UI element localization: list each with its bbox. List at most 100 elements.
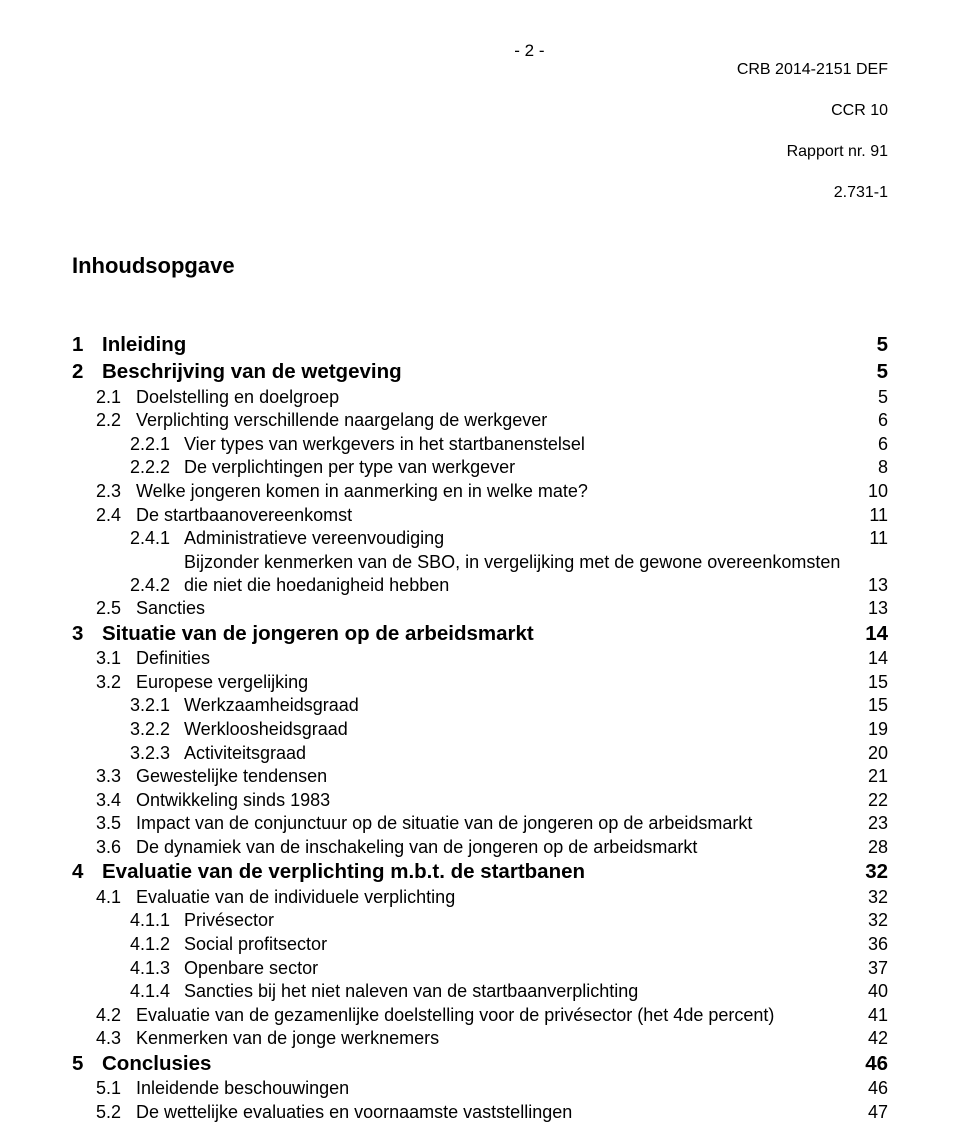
toc-entry-title: Activiteitsgraad (184, 742, 306, 765)
toc-entry-page: 19 (864, 718, 888, 741)
toc-entry-title: Europese vergelijking (136, 671, 308, 694)
toc-entry-page: 5 (864, 332, 888, 358)
toc-entry: 1Inleiding5 (72, 332, 888, 358)
toc-entry-title: Verplichting verschillende naargelang de… (136, 409, 547, 432)
toc-entry-number: 3.1 (96, 647, 136, 670)
toc-entry-page: 40 (864, 980, 888, 1003)
toc-entry-title: Bijzonder kenmerken van de SBO, in verge… (184, 551, 858, 597)
toc-entry-number: 3.2.2 (130, 718, 184, 741)
toc-entry-number: 4.1.4 (130, 980, 184, 1003)
toc-entry: 4.1.2Social profitsector 36 (72, 933, 888, 956)
toc-entry-page: 14 (864, 621, 888, 647)
toc-entry-title: De wettelijke evaluaties en voornaamste … (136, 1101, 572, 1124)
toc-entry: 3.6De dynamiek van de inschakeling van d… (72, 836, 888, 859)
toc-entry-page: 8 (864, 456, 888, 479)
toc-entry-title: Conclusies (102, 1051, 211, 1077)
table-of-contents: 1Inleiding52Beschrijving van de wetgevin… (72, 332, 888, 1124)
toc-entry-page: 20 (864, 742, 888, 765)
toc-entry-title: De dynamiek van de inschakeling van de j… (136, 836, 697, 859)
toc-entry-title: Werkloosheidsgraad (184, 718, 348, 741)
toc-entry-title: Privésector (184, 909, 274, 932)
toc-entry-title: Welke jongeren komen in aanmerking en in… (136, 480, 588, 503)
toc-entry-number: 3 (72, 621, 102, 647)
ref-line-3: Rapport nr. 91 (737, 142, 888, 162)
toc-entry: 2Beschrijving van de wetgeving 5 (72, 359, 888, 385)
toc-entry: 2.1Doelstelling en doelgroep 5 (72, 386, 888, 409)
toc-entry: 5Conclusies46 (72, 1051, 888, 1077)
toc-entry-number: 4.2 (96, 1004, 136, 1027)
toc-entry-page: 6 (864, 433, 888, 456)
toc-entry-page: 10 (864, 480, 888, 503)
toc-entry: 5.2De wettelijke evaluaties en voornaams… (72, 1101, 888, 1124)
toc-entry-title: Ontwikkeling sinds 1983 (136, 789, 330, 812)
toc-entry: 4Evaluatie van de verplichting m.b.t. de… (72, 859, 888, 885)
toc-entry-page: 22 (864, 789, 888, 812)
toc-entry-title: Inleiding (102, 332, 186, 358)
toc-entry-page: 47 (864, 1101, 888, 1124)
toc-entry-page: 46 (864, 1077, 888, 1100)
toc-heading: Inhoudsopgave (72, 252, 888, 280)
toc-entry-number: 2.4.1 (130, 527, 184, 550)
toc-entry-title: Inleidende beschouwingen (136, 1077, 349, 1100)
toc-entry-page: 14 (864, 647, 888, 670)
toc-entry-page: 5 (864, 359, 888, 385)
toc-entry-number: 3.6 (96, 836, 136, 859)
toc-entry-number: 5.2 (96, 1101, 136, 1124)
toc-entry: 3.5Impact van de conjunctuur op de situa… (72, 812, 888, 835)
toc-entry-page: 23 (864, 812, 888, 835)
toc-entry-number: 3.2.3 (130, 742, 184, 765)
toc-entry-title: Doelstelling en doelgroep (136, 386, 339, 409)
toc-entry-number: 2.1 (96, 386, 136, 409)
toc-entry-number: 3.2.1 (130, 694, 184, 717)
toc-entry-number: 3.5 (96, 812, 136, 835)
toc-entry-title: Evaluatie van de verplichting m.b.t. de … (102, 859, 585, 885)
toc-entry-page: 6 (864, 409, 888, 432)
toc-entry-title: Social profitsector (184, 933, 327, 956)
toc-entry-number: 2.4 (96, 504, 136, 527)
toc-entry-number: 2 (72, 359, 102, 385)
toc-entry-title: Situatie van de jongeren op de arbeidsma… (102, 621, 534, 647)
toc-entry: 4.2Evaluatie van de gezamenlijke doelste… (72, 1004, 888, 1027)
toc-entry-number: 4.1.2 (130, 933, 184, 956)
toc-entry-page: 41 (864, 1004, 888, 1027)
toc-entry: 4.3Kenmerken van de jonge werknemers 42 (72, 1027, 888, 1050)
toc-entry-page: 15 (864, 694, 888, 717)
toc-entry-number: 4.1.1 (130, 909, 184, 932)
toc-entry-title: Openbare sector (184, 957, 318, 980)
toc-entry-number: 4.3 (96, 1027, 136, 1050)
toc-entry: 3.2.3Activiteitsgraad 20 (72, 742, 888, 765)
toc-entry-page: 32 (864, 859, 888, 885)
toc-entry-title: Werkzaamheidsgraad (184, 694, 359, 717)
toc-entry-title: Vier types van werkgevers in het startba… (184, 433, 585, 456)
toc-entry: 4.1.1Privésector 32 (72, 909, 888, 932)
toc-entry: 3.2.2Werkloosheidsgraad 19 (72, 718, 888, 741)
toc-entry-page: 36 (864, 933, 888, 956)
toc-entry-page: 28 (864, 836, 888, 859)
page-header: - 2 - CRB 2014-2151 DEF CCR 10 Rapport n… (72, 40, 888, 224)
document-reference: CRB 2014-2151 DEF CCR 10 Rapport nr. 91 … (737, 40, 888, 224)
toc-entry-page: 15 (864, 671, 888, 694)
toc-entry-number: 2.5 (96, 597, 136, 620)
toc-entry: 5.1Inleidende beschouwingen 46 (72, 1077, 888, 1100)
toc-entry: 2.4De startbaanovereenkomst11 (72, 504, 888, 527)
toc-entry: 2.3Welke jongeren komen in aanmerking en… (72, 480, 888, 503)
toc-entry: 3.2Europese vergelijking15 (72, 671, 888, 694)
toc-entry-number: 2.2 (96, 409, 136, 432)
toc-entry-page: 13 (864, 597, 888, 620)
toc-entry-page: 32 (864, 886, 888, 909)
toc-entry-number: 5.1 (96, 1077, 136, 1100)
ref-line-2: CCR 10 (737, 101, 888, 121)
toc-entry: 3.1Definities 14 (72, 647, 888, 670)
toc-entry-number: 3.3 (96, 765, 136, 788)
toc-entry-title: Definities (136, 647, 210, 670)
page-number: - 2 - (72, 40, 737, 62)
toc-entry-page: 32 (864, 909, 888, 932)
toc-entry-title: Beschrijving van de wetgeving (102, 359, 402, 385)
toc-entry-page: 5 (864, 386, 888, 409)
toc-entry-title: Kenmerken van de jonge werknemers (136, 1027, 439, 1050)
toc-entry: 2.2Verplichting verschillende naargelang… (72, 409, 888, 432)
toc-entry-page: 42 (864, 1027, 888, 1050)
toc-entry-page: 11 (864, 504, 888, 527)
ref-line-1: CRB 2014-2151 DEF (737, 60, 888, 80)
toc-entry: 2.2.1Vier types van werkgevers in het st… (72, 433, 888, 456)
